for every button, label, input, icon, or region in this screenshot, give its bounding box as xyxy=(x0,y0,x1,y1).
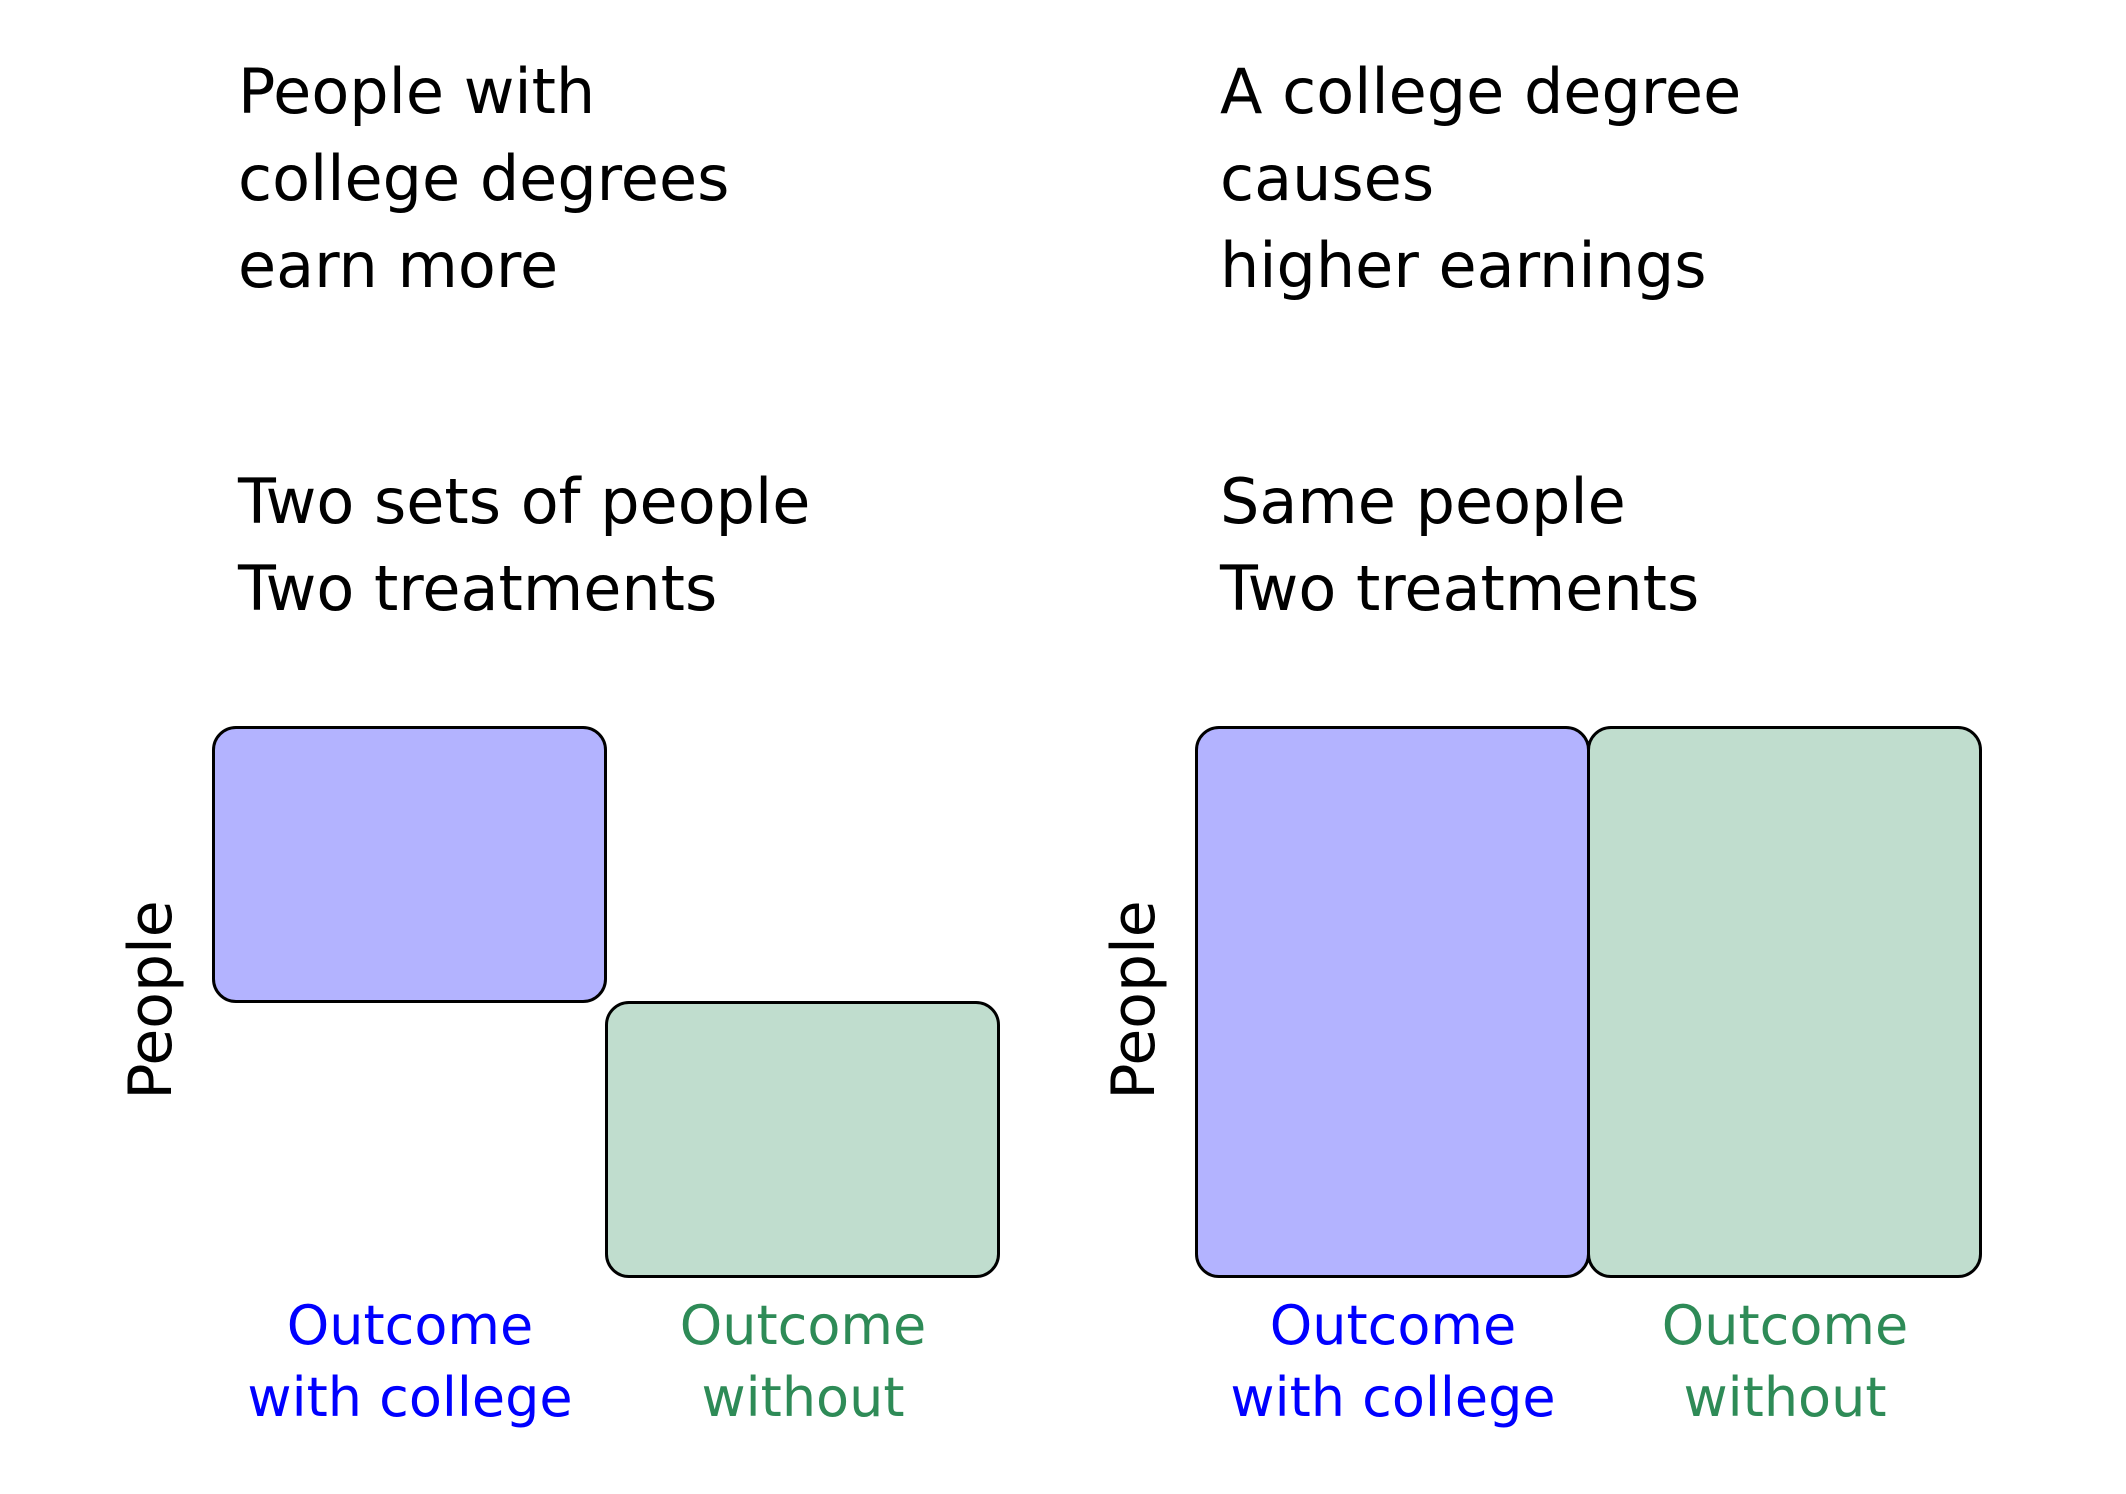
left-subtitle: Two sets of people Two treatments xyxy=(238,458,810,632)
left-claim-line-3: earn more xyxy=(238,229,559,302)
left-claim-line-2: college degrees xyxy=(238,142,730,215)
left-outcome-without: Outcome without xyxy=(603,1290,1003,1434)
right-claim-line-2: causes xyxy=(1220,142,1435,215)
left-outcome-with-line-2: with college xyxy=(247,1366,573,1429)
left-claim-line-1: People with xyxy=(238,55,596,128)
right-outcome-without: Outcome without xyxy=(1585,1290,1985,1434)
right-outcome-with-line-1: Outcome xyxy=(1269,1294,1517,1357)
right-subtitle-line-2: Two treatments xyxy=(1220,552,1700,625)
right-claim-line-1: A college degree xyxy=(1220,55,1742,128)
right-people-axis-label: People xyxy=(1099,900,1169,1100)
right-without-box xyxy=(1587,726,1982,1278)
left-without-box xyxy=(605,1001,1000,1278)
left-outcome-without-line-1: Outcome xyxy=(679,1294,927,1357)
right-claim: A college degree causes higher earnings xyxy=(1220,48,1741,309)
right-subtitle: Same people Two treatments xyxy=(1220,458,1699,632)
left-people-axis-label: People xyxy=(116,900,186,1100)
left-outcome-without-line-2: without xyxy=(701,1366,905,1429)
right-outcome-without-line-2: without xyxy=(1683,1366,1887,1429)
left-outcome-with-college: Outcome with college xyxy=(210,1290,610,1434)
left-claim: People with college degrees earn more xyxy=(238,48,729,309)
left-subtitle-line-1: Two sets of people xyxy=(238,465,811,538)
right-subtitle-line-1: Same people xyxy=(1220,465,1626,538)
right-claim-line-3: higher earnings xyxy=(1220,229,1707,302)
left-with-college-box xyxy=(212,726,607,1003)
left-subtitle-line-2: Two treatments xyxy=(238,552,718,625)
right-outcome-with-college: Outcome with college xyxy=(1193,1290,1593,1434)
left-outcome-with-line-1: Outcome xyxy=(286,1294,534,1357)
right-outcome-with-line-2: with college xyxy=(1230,1366,1556,1429)
right-with-college-box xyxy=(1195,726,1590,1278)
right-outcome-without-line-1: Outcome xyxy=(1661,1294,1909,1357)
